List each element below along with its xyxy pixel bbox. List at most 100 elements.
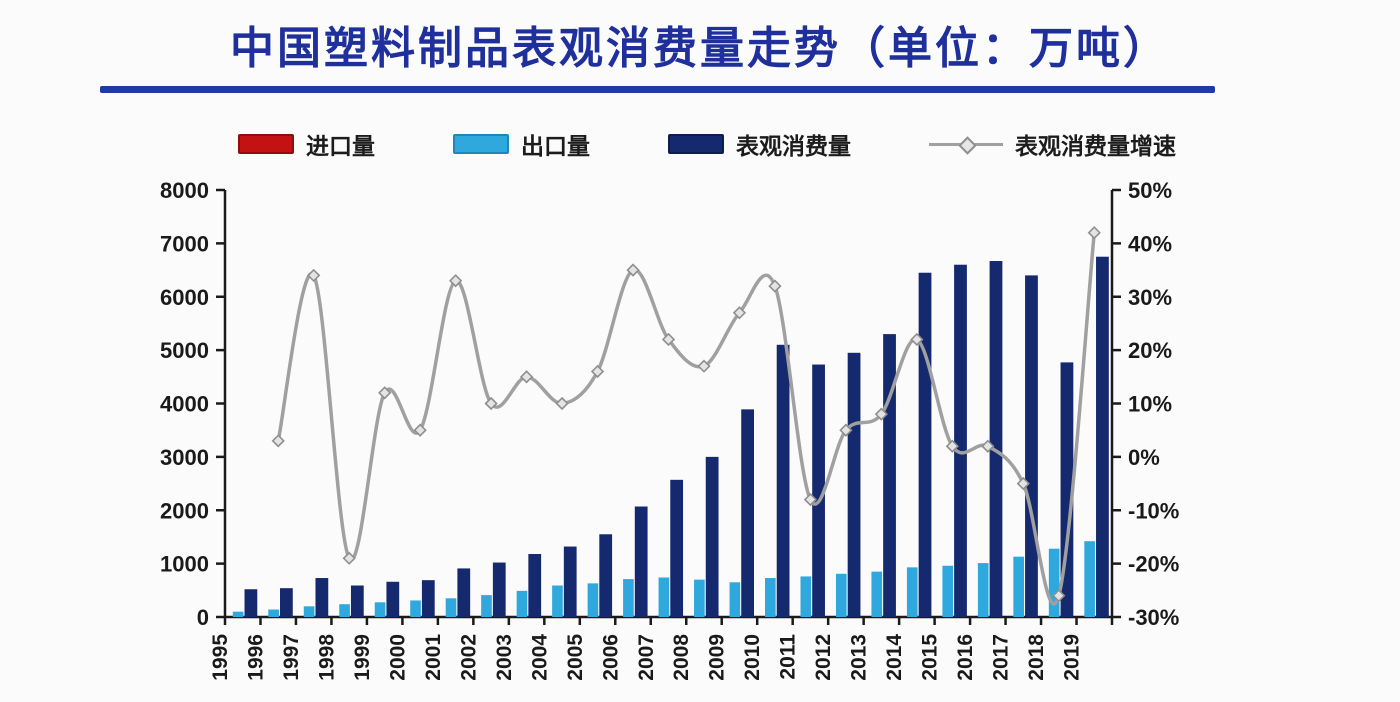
x-axis-label: 2018 <box>1025 634 1048 681</box>
bar-出口量-2001 <box>445 598 457 617</box>
growth-line <box>276 230 1097 606</box>
bar-表观消费量-1997 <box>315 578 329 617</box>
bar-出口量-1996 <box>268 609 279 617</box>
x-axis-label: 2004 <box>528 634 551 681</box>
x-axis-label: 2002 <box>457 634 480 681</box>
bar-出口量-2003 <box>516 590 528 617</box>
legend: 进口量 出口量 表观消费量 表观消费量增速 <box>238 127 1176 161</box>
x-axis-label: 2012 <box>812 634 835 681</box>
growth-marker-2005 <box>590 364 605 379</box>
x-axis-label: 1998 <box>315 634 338 681</box>
consumption-swatch-icon <box>668 134 724 154</box>
legend-label-import: 进口量 <box>306 133 375 159</box>
bar-出口量-2014 <box>906 567 918 617</box>
x-axis-label: 2009 <box>706 634 729 681</box>
bar-表观消费量-2006 <box>634 506 648 617</box>
bar-出口量-2006 <box>623 579 634 617</box>
left-axis-label: 5000 <box>160 338 209 363</box>
bar-表观消费量-2000 <box>421 580 435 617</box>
growth-marker-2002 <box>484 396 498 411</box>
bar-出口量-2008 <box>694 579 705 617</box>
x-axis-label: 2007 <box>635 634 658 681</box>
x-axis-label: 2005 <box>564 634 587 681</box>
bar-表观消费量-1999 <box>386 581 400 617</box>
right-axis-label: 50% <box>1128 178 1172 203</box>
x-axis-label: 2014 <box>883 634 906 681</box>
growth-marker-1999 <box>378 386 392 400</box>
right-axis-label: 40% <box>1128 231 1172 256</box>
bar-出口量-2009 <box>729 582 741 617</box>
right-axis-label: 30% <box>1128 285 1172 310</box>
bar-出口量-1999 <box>374 602 386 617</box>
bar-表观消费量-2016 <box>989 260 1003 617</box>
growth-marker-2016 <box>981 439 995 453</box>
x-axis-label: 2013 <box>848 634 871 681</box>
import-swatch-icon <box>238 134 294 154</box>
bar-出口量-2013 <box>871 571 883 617</box>
left-axis-label: 8000 <box>160 178 209 203</box>
bar-表观消费量-2008 <box>705 456 719 617</box>
x-axis-label: 2011 <box>777 634 800 680</box>
bar-表观消费量-2019 <box>1096 256 1109 617</box>
bar-出口量-2015 <box>942 565 954 617</box>
chart-title: 中国塑料制品表观消费量走势（单位：万吨） <box>230 24 1170 73</box>
growth-marker-2017 <box>1016 476 1030 491</box>
right-axis-label: 10% <box>1128 392 1172 417</box>
bar-表观消费量-2010 <box>776 344 790 617</box>
x-axis-label: 2008 <box>670 634 693 681</box>
x-axis-label: 2003 <box>493 634 516 681</box>
x-axis-label: 1995 <box>209 634 232 681</box>
x-axis-label: 2015 <box>919 634 942 681</box>
right-axis-label: -20% <box>1128 552 1179 577</box>
x-axis-label: 1999 <box>351 634 374 681</box>
left-axis-label: 1000 <box>160 552 209 577</box>
bar-出口量-2011 <box>800 576 812 617</box>
x-axis-label: 1997 <box>280 634 303 681</box>
growth-marker-2012 <box>839 423 853 437</box>
bar-表观消费量-2013 <box>883 334 896 617</box>
growth-marker-1996 <box>271 434 285 448</box>
x-axis-label: 2019 <box>1061 634 1084 681</box>
right-axis-label: 0% <box>1128 445 1160 470</box>
bar-表观消费量-2003 <box>528 554 542 617</box>
bar-出口量-1997 <box>303 606 315 617</box>
x-axis-label: 1996 <box>244 634 267 681</box>
growth-marker-2008 <box>697 359 711 373</box>
legend-item-consumption: 表观消费量 <box>668 127 851 161</box>
bar-表观消费量-2018 <box>1060 362 1074 617</box>
bar-表观消费量-1996 <box>279 588 293 617</box>
bar-出口量-2005 <box>587 583 599 617</box>
bar-表观消费量-2011 <box>812 364 825 617</box>
bar-表观消费量-2017 <box>1025 275 1038 617</box>
bar-表观消费量-2014 <box>918 272 932 617</box>
bar-表观消费量-2001 <box>457 568 471 617</box>
growth-marker-1997 <box>307 268 321 283</box>
left-axis-label: 6000 <box>160 285 209 310</box>
growth-marker-2007 <box>661 332 676 347</box>
bar-表观消费量-1995 <box>244 589 258 617</box>
growth-marker-2014 <box>910 332 924 347</box>
bar-表观消费量-2007 <box>670 479 684 617</box>
x-axis-label: 2016 <box>954 634 977 681</box>
left-axis-label: 7000 <box>160 231 209 256</box>
bar-出口量-2004 <box>552 585 563 617</box>
bar-出口量-2010 <box>765 578 776 617</box>
growth-marker-2004 <box>555 396 569 411</box>
bar-出口量-2000 <box>410 600 421 617</box>
bar-出口量-2017 <box>1013 556 1025 617</box>
growth-marker-1998 <box>342 551 356 565</box>
growth-marker-2003 <box>519 370 534 384</box>
growth-marker-2010 <box>768 279 782 293</box>
growth-marker-2011 <box>803 492 818 507</box>
legend-label-growth: 表观消费量增速 <box>1015 133 1176 159</box>
legend-item-growth: 表观消费量增速 <box>929 127 1176 161</box>
growth-marker-2006 <box>626 263 640 277</box>
legend-label-consumption: 表观消费量 <box>736 133 851 159</box>
legend-item-import: 进口量 <box>238 127 375 161</box>
left-axis-label: 4000 <box>160 392 209 417</box>
export-swatch-icon <box>453 134 509 154</box>
growth-marker-2000 <box>413 423 427 437</box>
x-axis-label: 2010 <box>741 634 764 681</box>
bar-表观消费量-2009 <box>741 409 755 617</box>
